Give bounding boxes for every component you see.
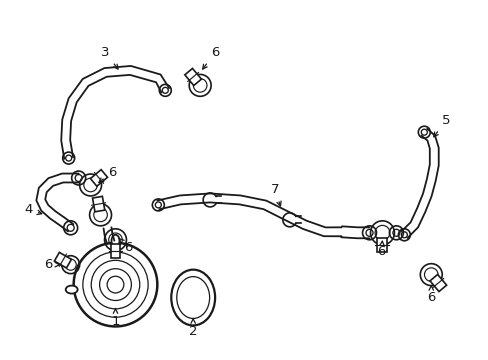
Ellipse shape	[65, 285, 78, 293]
Text: 6: 6	[119, 239, 132, 254]
Polygon shape	[429, 274, 446, 292]
Text: 2: 2	[188, 319, 197, 338]
Polygon shape	[90, 170, 107, 186]
Polygon shape	[92, 196, 104, 212]
Polygon shape	[377, 238, 386, 252]
Text: 4: 4	[24, 203, 41, 216]
Polygon shape	[54, 252, 71, 268]
Text: 6: 6	[99, 166, 117, 183]
Text: 6: 6	[377, 241, 385, 258]
Text: 7: 7	[270, 184, 281, 206]
Text: 1: 1	[111, 309, 120, 328]
Text: 6: 6	[426, 285, 435, 304]
Ellipse shape	[111, 235, 119, 247]
Text: 6: 6	[202, 46, 219, 69]
Text: 3: 3	[101, 46, 118, 69]
Polygon shape	[110, 244, 120, 258]
Text: 6: 6	[44, 258, 60, 271]
Polygon shape	[184, 68, 201, 86]
Text: 5: 5	[433, 114, 449, 137]
